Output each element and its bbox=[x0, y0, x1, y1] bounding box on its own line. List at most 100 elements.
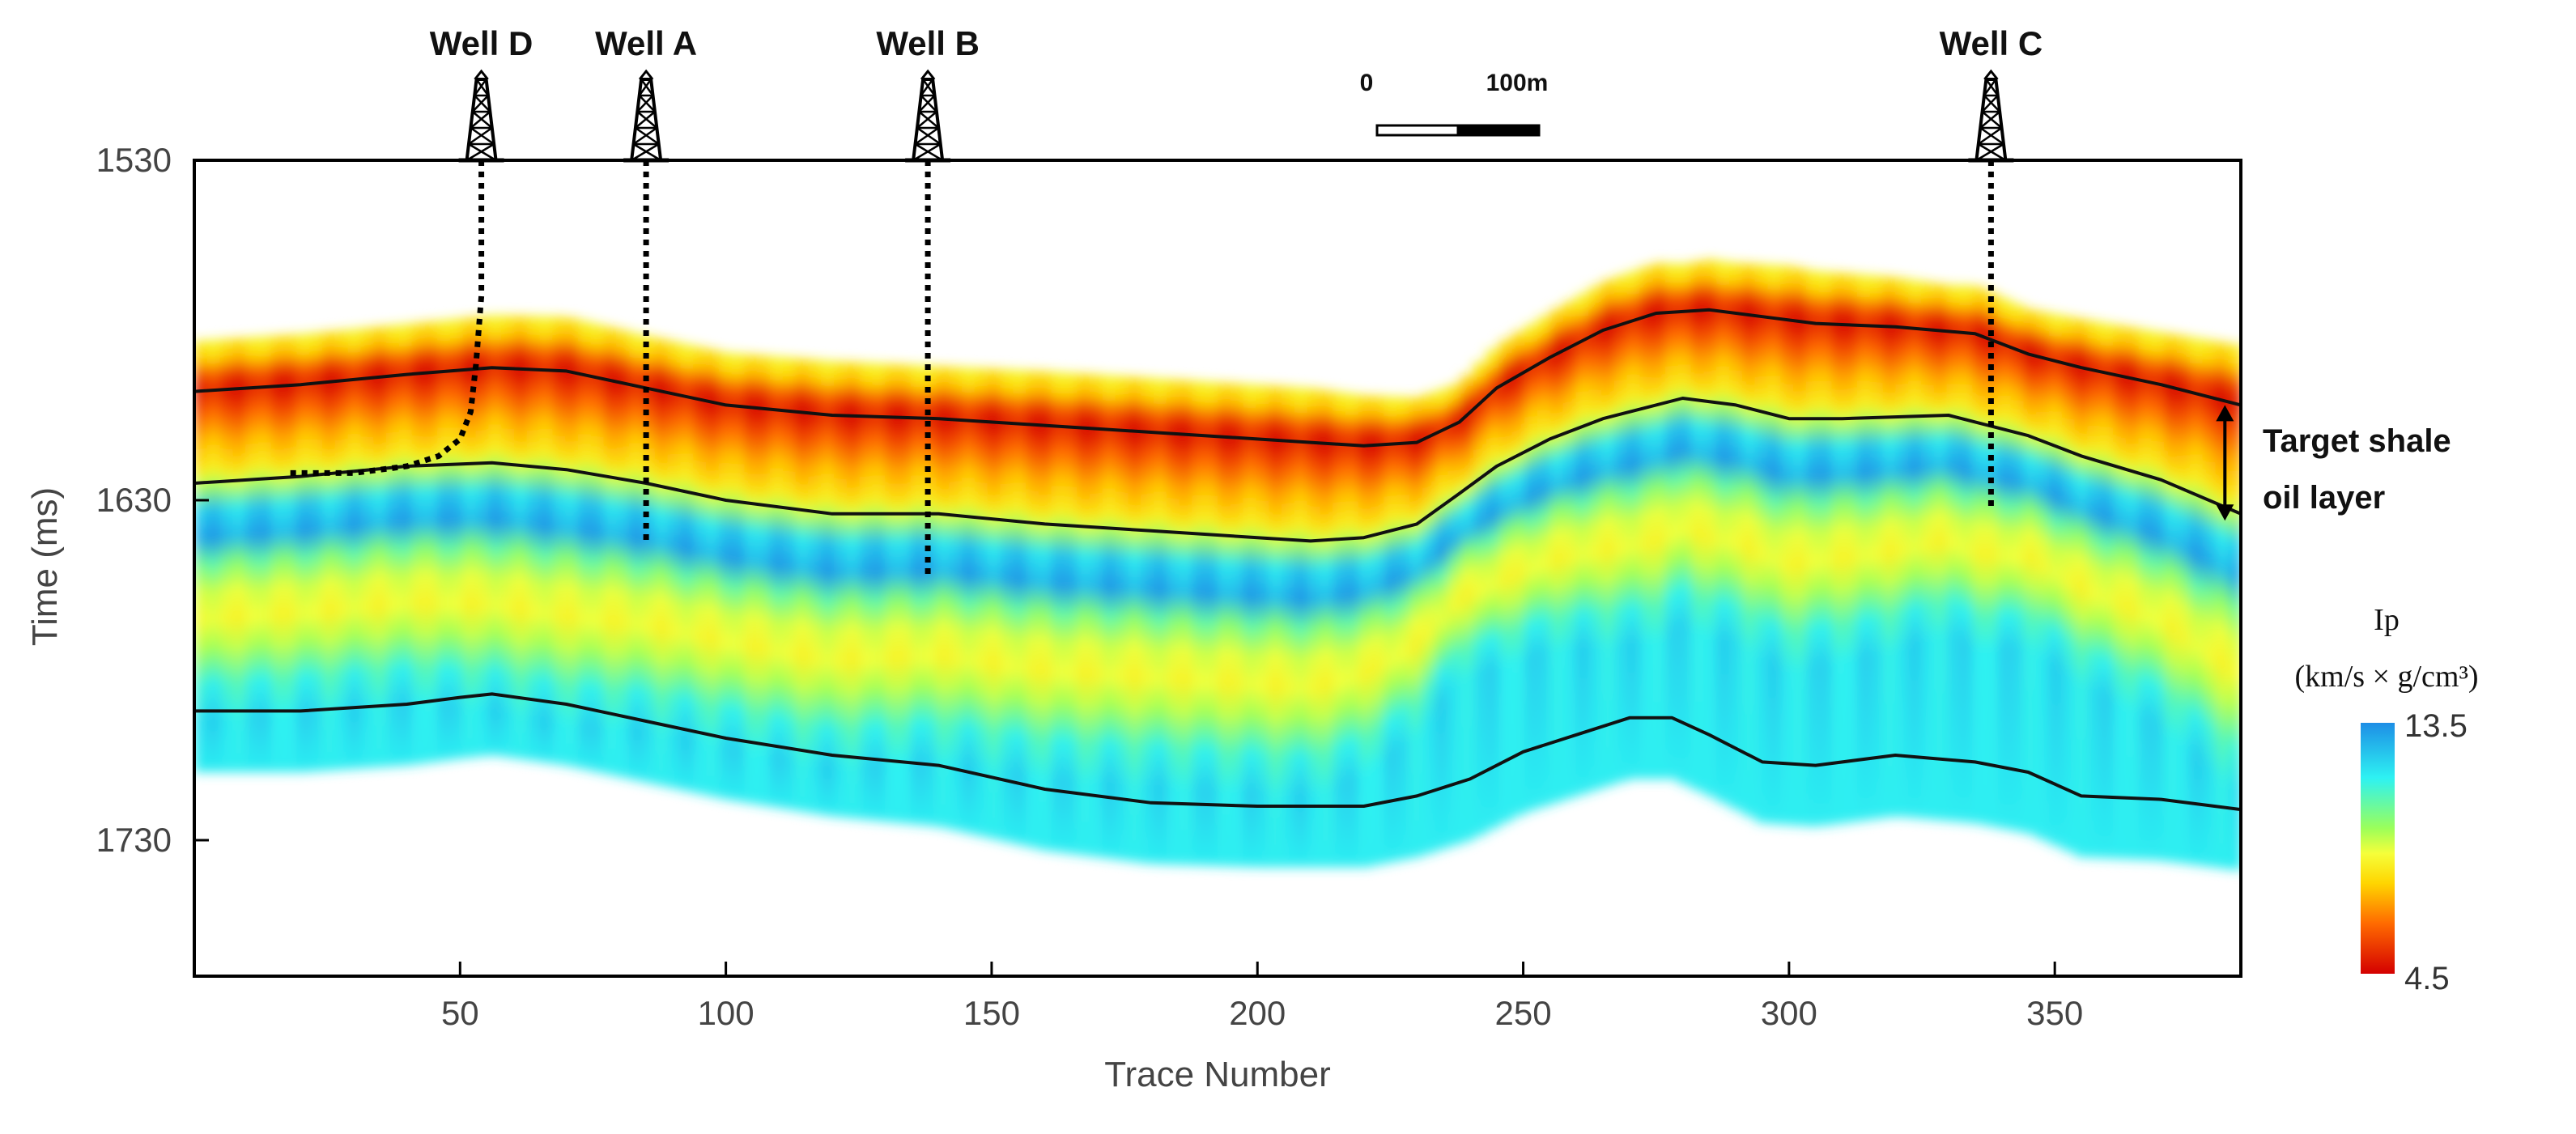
colorbar-min-label: 4.5 bbox=[2404, 961, 2450, 996]
x-tick-label: 150 bbox=[963, 994, 1020, 1032]
heatmap-column bbox=[667, 342, 682, 788]
heatmap-column bbox=[1358, 395, 1373, 868]
colorbar-max-label: 13.5 bbox=[2404, 708, 2468, 744]
heatmap-column bbox=[1818, 271, 1833, 826]
heatmap-column bbox=[616, 329, 631, 778]
heatmap-column bbox=[1741, 263, 1757, 817]
heatmap-column bbox=[1115, 376, 1129, 860]
heatmap-column bbox=[1473, 362, 1488, 835]
heatmap-column bbox=[1677, 263, 1693, 785]
colorbar: Ip (km/s × g/cm³) 13.5 4.5 bbox=[2294, 603, 2478, 996]
heatmap-column bbox=[1205, 381, 1219, 866]
heatmap-column bbox=[424, 321, 439, 762]
heatmap-column bbox=[1997, 298, 2013, 829]
heatmap-column bbox=[475, 316, 490, 757]
target-layer-annotation: Target shale oil layer bbox=[2216, 405, 2451, 521]
heatmap-column bbox=[2087, 321, 2102, 858]
heatmap-column bbox=[450, 318, 465, 759]
arrow-head-top bbox=[2216, 405, 2234, 422]
heatmap-column bbox=[962, 367, 976, 834]
heatmap-column bbox=[2189, 338, 2204, 865]
heatmap-column bbox=[386, 325, 401, 767]
heatmap-column bbox=[488, 315, 503, 756]
heatmap-column bbox=[949, 367, 963, 830]
heatmap-column bbox=[1933, 283, 1949, 821]
heatmap-column bbox=[2010, 304, 2025, 831]
heatmap-column bbox=[1729, 262, 1744, 810]
heatmap-column bbox=[706, 350, 721, 797]
heatmap-column bbox=[1639, 266, 1654, 779]
heatmap-column bbox=[1435, 389, 1449, 850]
heatmap-column bbox=[1422, 393, 1437, 854]
heatmap-column bbox=[1537, 316, 1552, 807]
heatmap-column bbox=[1256, 384, 1270, 868]
heatmap-column bbox=[219, 338, 234, 772]
heatmap-column bbox=[1230, 383, 1245, 867]
heatmap-column bbox=[1511, 332, 1526, 816]
heatmap-column bbox=[1333, 392, 1347, 868]
annotation-line-2: oil layer bbox=[2263, 480, 2385, 516]
heatmap-column bbox=[360, 327, 375, 768]
colorbar-title-units: (km/s × g/cm³) bbox=[2294, 660, 2478, 694]
heatmap-column bbox=[1064, 372, 1078, 854]
heatmap-column bbox=[1767, 265, 1782, 824]
heatmap-column bbox=[757, 355, 772, 806]
heatmap-column bbox=[590, 324, 606, 772]
well-markers: Well D Well A Well B Well C bbox=[430, 24, 2043, 163]
heatmap-column bbox=[1179, 380, 1193, 865]
heatmap-column bbox=[258, 336, 273, 772]
heatmap-column bbox=[1613, 275, 1629, 782]
heatmap-column bbox=[1077, 373, 1091, 856]
well-label: Well D bbox=[430, 24, 533, 62]
heatmap-column bbox=[846, 362, 861, 819]
heatmap-column bbox=[603, 327, 618, 775]
heatmap-column bbox=[2202, 340, 2217, 867]
scale-bar: 0 100m bbox=[1360, 70, 1548, 137]
heatmap-column bbox=[1652, 262, 1667, 779]
heatmap-column bbox=[539, 316, 554, 763]
heatmap-column bbox=[1985, 292, 2000, 826]
heatmap-column bbox=[1154, 378, 1168, 864]
heatmap-column bbox=[936, 366, 950, 828]
heatmap-column bbox=[974, 367, 989, 836]
x-tick-label: 250 bbox=[1495, 994, 1552, 1032]
heatmap-column bbox=[1665, 263, 1680, 779]
heatmap-column bbox=[526, 316, 542, 761]
x-axis: 50 100 150 200 250 300 350 bbox=[441, 962, 2083, 1032]
heatmap-column bbox=[322, 331, 337, 771]
heatmap-column bbox=[1396, 397, 1411, 860]
well-derrick-icon bbox=[458, 69, 504, 163]
heatmap-column bbox=[1371, 396, 1385, 865]
heatmap-column bbox=[821, 360, 835, 816]
heatmap-column bbox=[731, 353, 746, 801]
heatmap-column bbox=[808, 359, 823, 814]
y-axis: 1530 1630 1730 bbox=[96, 141, 209, 859]
x-tick-label: 300 bbox=[1761, 994, 1817, 1032]
y-tick-label: 1530 bbox=[96, 141, 172, 179]
heatmap-column bbox=[872, 363, 886, 822]
y-tick-label: 1730 bbox=[96, 821, 172, 859]
heatmap-column bbox=[270, 335, 286, 772]
heatmap-column bbox=[398, 324, 414, 766]
x-tick-label: 50 bbox=[441, 994, 479, 1032]
well-derrick-icon bbox=[905, 69, 951, 163]
heatmap-column bbox=[1690, 261, 1705, 791]
x-tick-label: 200 bbox=[1229, 994, 1286, 1032]
heatmap-column bbox=[1805, 270, 1821, 826]
heatmap-column bbox=[987, 368, 1001, 839]
heatmap-column bbox=[859, 363, 874, 820]
heatmap-column bbox=[1051, 372, 1065, 852]
heatmap-column bbox=[437, 320, 452, 761]
heatmap-column bbox=[1562, 301, 1577, 799]
heatmap-column bbox=[1090, 374, 1104, 857]
heatmap-column bbox=[194, 340, 209, 772]
horizon-bottom bbox=[194, 692, 2241, 812]
heatmap-column bbox=[693, 346, 708, 794]
heatmap-column bbox=[1588, 286, 1603, 791]
heatmap-column bbox=[1869, 275, 1885, 819]
heatmap-column bbox=[1243, 384, 1257, 868]
heatmap-column bbox=[552, 316, 567, 765]
heatmap-column bbox=[1946, 285, 1961, 822]
well-label: Well C bbox=[1940, 24, 2043, 62]
